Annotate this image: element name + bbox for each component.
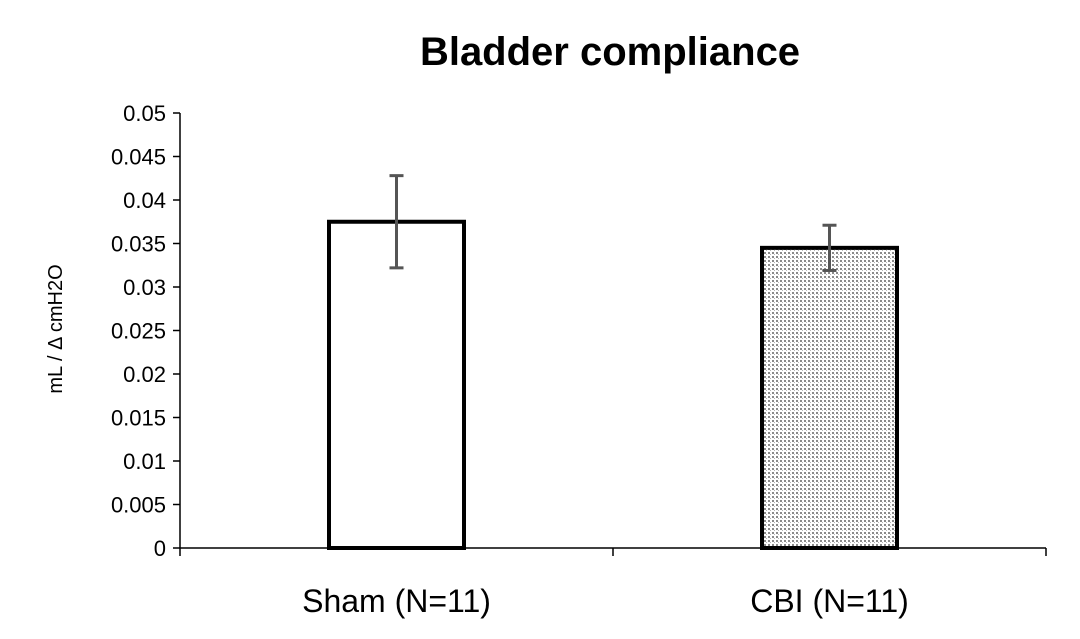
x-tick-label: CBI (N=11) — [750, 583, 909, 619]
axes — [179, 113, 1047, 556]
y-tick-label: 0 — [154, 536, 166, 561]
chart-title: Bladder compliance — [420, 30, 800, 74]
y-tick-label: 0.025 — [111, 319, 166, 344]
bar-cbi — [760, 245, 899, 550]
x-tick-label: Sham (N=11) — [302, 583, 491, 619]
y-tick-label: 0.045 — [111, 145, 166, 170]
y-tick-label: 0.03 — [123, 275, 166, 300]
bars — [327, 219, 899, 550]
x-axis-ticks: Sham (N=11) CBI (N=11) — [302, 583, 909, 619]
y-tick-label: 0.015 — [111, 406, 166, 431]
y-tick-label: 0.05 — [123, 101, 166, 126]
y-tick-label: 0.035 — [111, 232, 166, 257]
y-tick-label: 0.02 — [123, 362, 166, 387]
y-tick-label: 0.04 — [123, 188, 166, 213]
y-axis-label: mL / Δ cmH2O — [45, 264, 67, 393]
y-tick-label: 0.01 — [123, 449, 166, 474]
y-tick-label: 0.005 — [111, 493, 166, 518]
y-axis-ticks: 0 0.005 0.01 0.015 0.02 0.025 0.03 0.035 0.04 0.0… — [111, 101, 180, 561]
bar-sham — [327, 219, 466, 550]
error-bars — [389, 174, 837, 272]
